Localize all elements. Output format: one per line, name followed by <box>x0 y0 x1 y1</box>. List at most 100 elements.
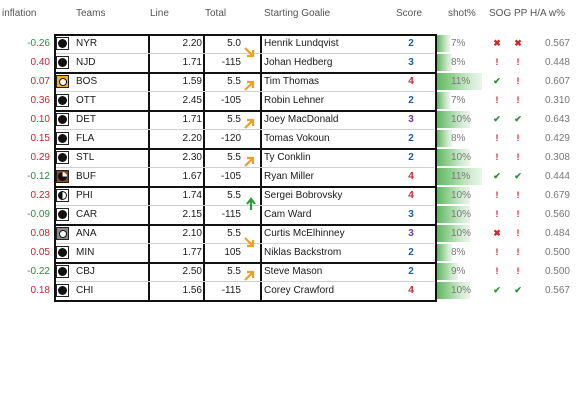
table-row[interactable]: 0.29 STL 2.30 5.5 Ty Conklin 2 10% ! ! 0… <box>0 148 588 167</box>
table-border <box>54 300 437 302</box>
starting-goalie-name[interactable]: Corey Crawford <box>264 285 335 296</box>
team-abbrev[interactable]: CBJ <box>76 266 95 277</box>
table-row[interactable]: 0.23 PHI 1.74 5.5 Sergei Bobrovsky 4 10%… <box>0 186 588 205</box>
row-divider <box>56 129 434 130</box>
ha-winpct-value: 0.308 <box>544 152 570 163</box>
team-abbrev[interactable]: BOS <box>76 76 98 87</box>
starting-goalie-name[interactable]: Johan Hedberg <box>264 57 333 68</box>
team-abbrev[interactable]: CAR <box>76 209 98 220</box>
pp-indicator-icon: ! <box>516 209 520 219</box>
header-shot-pct[interactable]: shot% <box>448 8 476 19</box>
table-row[interactable]: 0.36 OTT 2.45 -105 Robin Lehner 2 7% ! !… <box>0 91 588 110</box>
shot-pct-bar <box>437 111 470 128</box>
team-logo-icon <box>56 246 69 259</box>
team-abbrev[interactable]: BUF <box>76 171 96 182</box>
score-value: 3 <box>408 228 414 239</box>
starting-goalie-name[interactable]: Niklas Backstrom <box>264 247 342 258</box>
row-divider <box>56 205 434 206</box>
table-row[interactable]: 0.10 DET 1.71 5.5 Joey MacDonald 3 10% ✔… <box>0 110 588 129</box>
shot-pct-bar <box>437 35 450 52</box>
total-value: -105 <box>220 171 241 182</box>
team-abbrev[interactable]: NYR <box>76 38 98 49</box>
shot-pct-cell: 11% <box>437 72 497 91</box>
shot-pct-cell: 7% <box>437 34 497 53</box>
ha-winpct-value: 0.500 <box>544 266 570 277</box>
table-row[interactable]: 0.40 NJD 1.71 -115 Johan Hedberg 3 8% ! … <box>0 53 588 72</box>
starting-goalie-name[interactable]: Ryan Miller <box>264 171 315 182</box>
team-abbrev[interactable]: DET <box>76 114 96 125</box>
column-divider <box>260 34 262 302</box>
header-line[interactable]: Line <box>150 8 169 19</box>
line-value: 1.67 <box>182 171 202 182</box>
header-ha-winpct[interactable]: H/A w% <box>530 8 566 19</box>
trend-down-arrow-icon <box>244 47 255 58</box>
score-value: 3 <box>408 114 414 125</box>
team-abbrev[interactable]: NJD <box>76 57 96 68</box>
starting-goalie-name[interactable]: Curtis McElhinney <box>264 228 345 239</box>
line-value: 2.30 <box>182 152 202 163</box>
starting-goalie-name[interactable]: Joey MacDonald <box>264 114 339 125</box>
table-row[interactable]: 0.15 FLA 2.20 -120 Tomas Vokoun 2 8% ! !… <box>0 129 588 148</box>
trend-up-arrow-icon <box>244 80 255 91</box>
table-row[interactable]: 0.08 ANA 2.10 5.5 Curtis McElhinney 3 10… <box>0 224 588 243</box>
sog-indicator-icon: ! <box>495 247 499 257</box>
header-starting-goalie[interactable]: Starting Goalie <box>264 8 331 19</box>
team-logo-icon <box>56 132 69 145</box>
column-divider <box>203 34 205 302</box>
row-divider <box>56 53 434 54</box>
team-logo-icon <box>56 265 69 278</box>
team-abbrev[interactable]: ANA <box>76 228 97 239</box>
header-score[interactable]: Score <box>396 8 423 19</box>
row-divider <box>56 91 434 92</box>
score-value: 2 <box>408 152 414 163</box>
header-sog-pp[interactable]: SOG PP <box>489 8 528 19</box>
starting-goalie-name[interactable]: Sergei Bobrovsky <box>264 190 343 201</box>
starting-goalie-name[interactable]: Tim Thomas <box>264 76 320 87</box>
starting-goalie-name[interactable]: Henrik Lundqvist <box>264 38 339 49</box>
starting-goalie-name[interactable]: Cam Ward <box>264 209 312 220</box>
starting-goalie-name[interactable]: Steve Mason <box>264 266 323 277</box>
inflation-value: 0.05 <box>30 247 50 258</box>
shot-pct-value: 10% <box>451 209 472 220</box>
shot-pct-value: 10% <box>451 228 472 239</box>
header-inflation[interactable]: inflation <box>2 8 37 19</box>
table-row[interactable]: -0.22 CBJ 2.50 5.5 Steve Mason 2 9% ! ! … <box>0 262 588 281</box>
shot-pct-bar <box>437 149 470 166</box>
team-logo-icon <box>56 284 69 297</box>
team-abbrev[interactable]: FLA <box>76 133 95 144</box>
shot-pct-bar <box>437 244 452 261</box>
table-row[interactable]: -0.09 CAR 2.15 -115 Cam Ward 3 10% ! ! 0… <box>0 205 588 224</box>
starting-goalie-name[interactable]: Ty Conklin <box>264 152 311 163</box>
shot-pct-bar <box>437 187 470 204</box>
table-row[interactable]: -0.26 NYR 2.20 5.0 Henrik Lundqvist 2 7%… <box>0 34 588 53</box>
sog-indicator-icon: ✖ <box>493 38 501 48</box>
team-logo-icon <box>56 151 69 164</box>
table-row[interactable]: 0.18 CHI 1.56 -115 Corey Crawford 4 10% … <box>0 281 588 300</box>
score-value: 2 <box>408 247 414 258</box>
team-abbrev[interactable]: OTT <box>76 95 96 106</box>
shot-pct-value: 11% <box>451 171 471 182</box>
shot-pct-cell: 10% <box>437 224 497 243</box>
inflation-value: 0.36 <box>30 95 50 106</box>
starting-goalie-name[interactable]: Robin Lehner <box>264 95 325 106</box>
header-total[interactable]: Total <box>205 8 227 19</box>
team-abbrev[interactable]: CHI <box>76 285 94 296</box>
ha-winpct-value: 0.448 <box>544 57 570 68</box>
sog-indicator-icon: ! <box>495 57 499 67</box>
team-abbrev[interactable]: PHI <box>76 190 93 201</box>
table-row[interactable]: 0.07 BOS 1.59 5.5 Tim Thomas 4 11% ✔ ! 0… <box>0 72 588 91</box>
score-value: 3 <box>408 57 414 68</box>
starting-goalie-name[interactable]: Tomas Vokoun <box>264 133 330 144</box>
shot-pct-value: 8% <box>451 247 466 258</box>
team-logo-icon <box>56 94 69 107</box>
matchup-table: -0.26 NYR 2.20 5.0 Henrik Lundqvist 2 7%… <box>0 34 588 300</box>
trend-down-arrow-icon <box>244 237 255 248</box>
total-value: -115 <box>221 209 241 220</box>
table-row[interactable]: 0.05 MIN 1.77 105 Niklas Backstrom 2 8% … <box>0 243 588 262</box>
ha-winpct-value: 0.310 <box>544 95 570 106</box>
team-abbrev[interactable]: STL <box>76 152 95 163</box>
header-teams[interactable]: Teams <box>76 8 106 19</box>
team-abbrev[interactable]: MIN <box>76 247 95 258</box>
score-value: 4 <box>408 190 414 201</box>
table-row[interactable]: -0.12 BUF 1.67 -105 Ryan Miller 4 11% ✔ … <box>0 167 588 186</box>
